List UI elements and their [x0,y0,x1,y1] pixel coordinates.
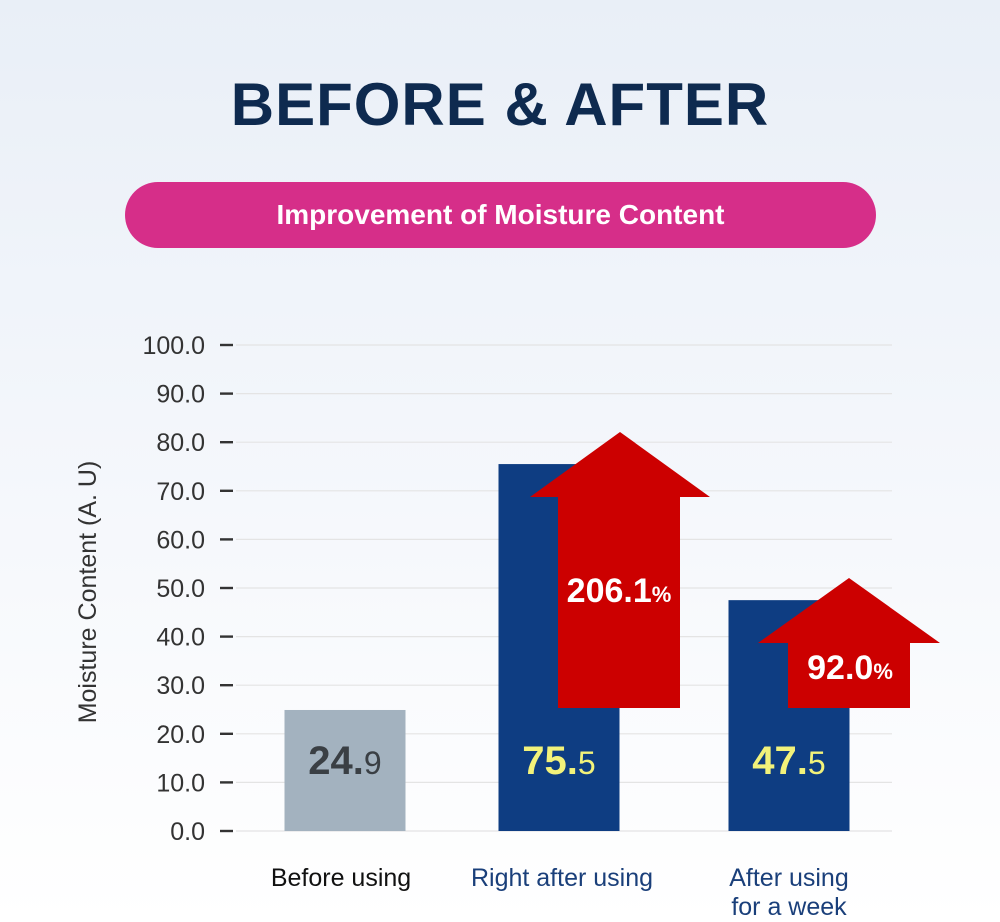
bar-1 [284,709,406,831]
y-tick-label: 90.0 [156,381,205,409]
x-category-label: Before using [271,864,411,892]
y-tick-label: 50.0 [156,575,205,603]
y-tick-label: 40.0 [156,624,205,652]
bar-value-integer: 75. [522,739,578,783]
y-axis-title: Moisture Content (A. U) [74,461,102,724]
increase-percent-label: 92.0% [807,649,893,687]
increase-percent-unit: % [873,659,893,684]
increase-arrow-3 [758,578,940,708]
y-tick-label: 0.0 [170,818,205,846]
x-axis: Before using Right after using After using… [271,864,849,921]
x-category-label: After using [729,864,849,892]
bar-value-decimal: 9 [364,745,382,781]
chart-title-text: Improvement of Moisture Content [276,199,725,230]
y-tick-label: 20.0 [156,721,205,749]
y-tick-label: 10.0 [156,769,205,797]
x-category-label: Right after using [471,864,653,892]
y-axis: 0.0 10.0 20.0 30.0 40.0 50.0 60.0 70.0 80.0 90.0 1… [142,332,233,846]
page-title: BEFORE & AFTER [230,71,770,138]
bar-value-decimal: 5 [808,745,826,781]
bar-value-label: 75.5 [522,739,595,783]
bar-value-integer: 24. [308,739,364,783]
chart-title-banner: Improvement of Moisture Content [125,182,876,248]
y-tick-label: 100.0 [142,332,205,360]
bar-value-integer: 47. [752,739,808,783]
y-tick-label: 80.0 [156,429,205,457]
increase-percent-unit: % [652,582,672,607]
y-tick-label: 30.0 [156,672,205,700]
bar-value-labels: 24.9 75.5 47.5 [308,739,825,783]
x-category-label: for a week [731,893,847,921]
bar-value-decimal: 5 [578,745,596,781]
bar-value-label: 47.5 [752,739,825,783]
increase-arrows: 206.1%92.0% [530,432,940,708]
bar-value-label: 24.9 [308,739,381,783]
increase-arrow-2 [530,432,710,708]
increase-percent-number: 92.0 [807,649,873,687]
y-tick-label: 70.0 [156,478,205,506]
increase-percent-number: 206.1 [567,572,652,610]
increase-percent-label: 206.1% [567,572,672,610]
y-tick-label: 60.0 [156,526,205,554]
